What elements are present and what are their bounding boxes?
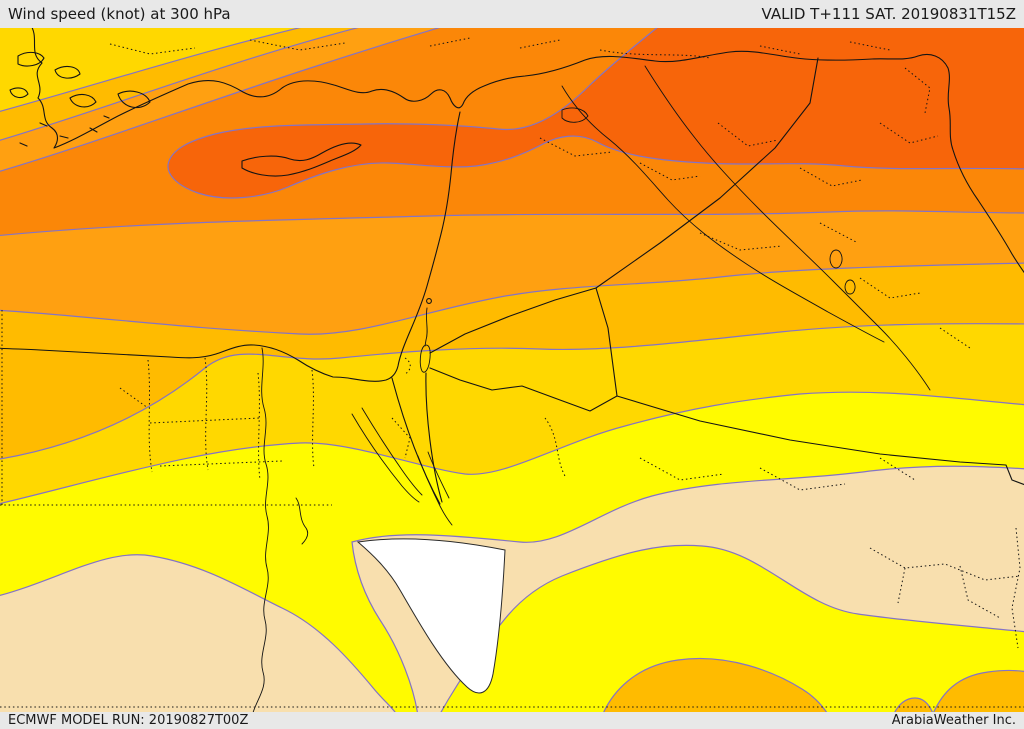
footer-bar: ECMWF MODEL RUN: 20190827T00Z ArabiaWeat… xyxy=(0,712,1024,729)
map-canvas xyxy=(0,28,1024,712)
header-bar: Wind speed (knot) at 300 hPa VALID T+111… xyxy=(0,0,1024,28)
band-se-dome-1 xyxy=(603,657,828,712)
country-borders-dotted xyxy=(0,37,1024,708)
country-borders-solid xyxy=(391,57,1024,505)
band-tan-southwest xyxy=(0,554,396,712)
credit-label: ArabiaWeather Inc. xyxy=(891,713,1016,728)
band-tan-redsea-belt xyxy=(351,465,1024,712)
coastlines xyxy=(0,28,1024,712)
band-nw-gold-wedge xyxy=(0,28,301,112)
wind-speed-map xyxy=(0,28,1024,712)
valid-time-label: VALID T+111 SAT. 20190831T15Z xyxy=(761,5,1016,23)
band-white-red-sea xyxy=(356,538,506,694)
wind-speed-bands xyxy=(0,28,1024,712)
page-title: Wind speed (knot) at 300 hPa xyxy=(8,5,231,23)
band-se-dome-3 xyxy=(894,697,934,712)
band-se-dome-2 xyxy=(933,669,1024,712)
band-red-orange-core xyxy=(167,28,1024,199)
model-run-label: ECMWF MODEL RUN: 20190827T00Z xyxy=(8,713,249,728)
